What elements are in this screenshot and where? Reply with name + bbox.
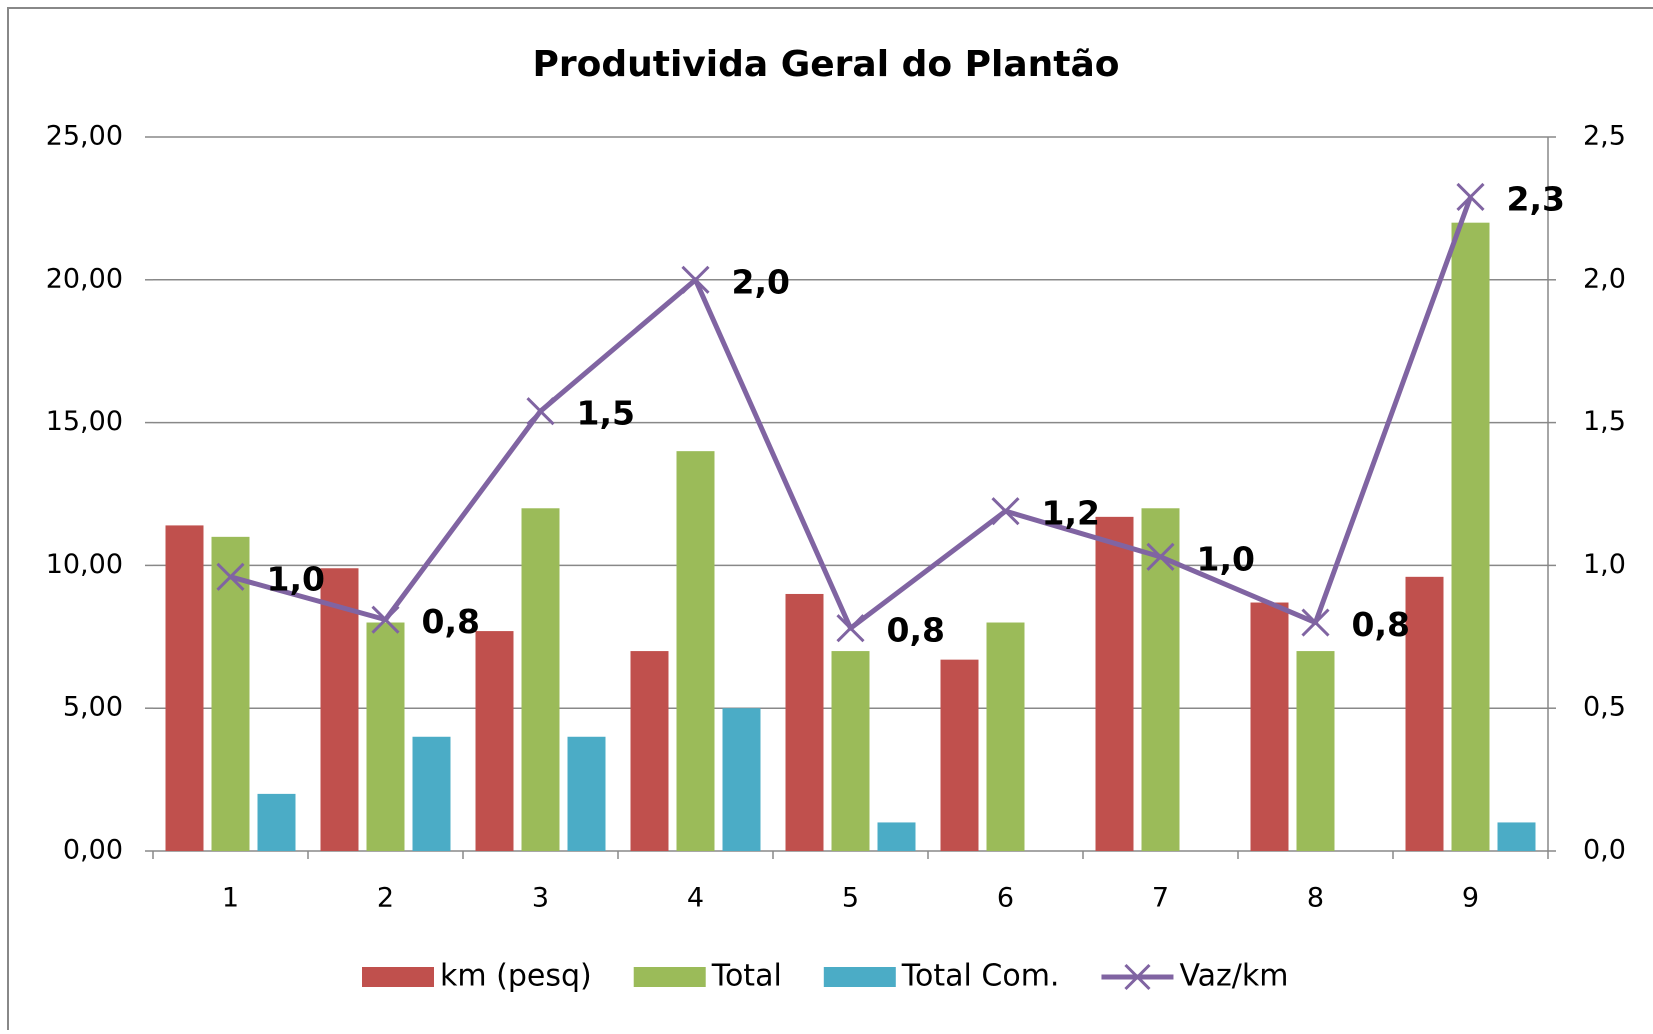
- legend-marker: [1124, 963, 1151, 991]
- legend-label: km (pesq): [440, 959, 592, 994]
- bar: [475, 631, 514, 851]
- bar: [1095, 516, 1134, 851]
- y2-tick-label: 1,5: [1583, 406, 1626, 437]
- y2-tick-label: 0,0: [1583, 835, 1626, 866]
- bar: [165, 525, 204, 851]
- y-tick-label: 15,00: [46, 406, 123, 437]
- bar: [1296, 651, 1335, 851]
- data-label: 2,0: [732, 262, 790, 301]
- bar: [831, 651, 870, 851]
- bar: [521, 508, 560, 851]
- bar: [722, 708, 761, 851]
- x-tick-label: 3: [532, 883, 549, 914]
- bar: [1405, 576, 1444, 851]
- marker: [836, 614, 865, 643]
- bar: [940, 659, 979, 851]
- data-label: 1,2: [1042, 494, 1100, 533]
- data-label: 1,0: [267, 559, 325, 598]
- data-label: 0,8: [1352, 605, 1410, 644]
- marker: [1301, 608, 1330, 637]
- legend-swatch: [362, 967, 434, 987]
- chart-border: [7, 7, 1653, 1034]
- data-label: 1,0: [1197, 539, 1255, 578]
- legend-label: Total: [711, 959, 782, 994]
- y2-tick-label: 2,0: [1583, 263, 1626, 294]
- x-tick-label: 2: [377, 883, 394, 914]
- data-label: 1,5: [577, 394, 635, 433]
- marker: [991, 497, 1020, 526]
- data-label: 0,8: [887, 611, 945, 650]
- x-tick-label: 9: [1462, 883, 1479, 914]
- marker: [371, 605, 400, 634]
- legend-swatch: [823, 967, 896, 987]
- x-tick-label: 5: [842, 883, 859, 914]
- x-tick-label: 4: [687, 883, 704, 914]
- x-tick-label: 1: [222, 883, 239, 914]
- bar: [630, 651, 669, 851]
- bar: [676, 451, 715, 851]
- y-tick-label: 20,00: [46, 263, 123, 294]
- marker: [526, 397, 555, 426]
- bar: [877, 822, 916, 851]
- data-label: 0,8: [422, 602, 480, 641]
- bar: [257, 793, 296, 851]
- y2-tick-label: 1,0: [1583, 549, 1626, 580]
- bar: [1497, 822, 1536, 851]
- marker: [681, 265, 710, 294]
- y-tick-label: 5,00: [63, 692, 123, 723]
- y-tick-label: 0,00: [63, 835, 123, 866]
- x-tick-label: 7: [1152, 883, 1169, 914]
- marker: [1456, 182, 1485, 212]
- x-tick-label: 6: [997, 883, 1014, 914]
- bar: [1250, 602, 1289, 851]
- legend-swatch: [633, 967, 706, 987]
- bar: [412, 736, 451, 851]
- bar: [1141, 508, 1180, 851]
- bar: [211, 536, 250, 851]
- data-label: 2,3: [1507, 179, 1565, 218]
- chart-title: Produtivida Geral do Plantão: [532, 44, 1119, 85]
- y2-tick-label: 2,5: [1583, 121, 1626, 152]
- y-tick-label: 10,00: [46, 549, 123, 580]
- bar: [1451, 222, 1490, 851]
- marker: [216, 562, 245, 591]
- y-tick-label: 25,00: [46, 121, 123, 152]
- legend-label: Vaz/km: [1179, 959, 1288, 994]
- line: [229, 196, 1473, 631]
- bar: [785, 593, 824, 851]
- marker: [1146, 542, 1175, 571]
- bar: [986, 622, 1025, 851]
- legend-label: Total Com.: [901, 959, 1060, 994]
- bar: [567, 736, 606, 851]
- x-tick-label: 8: [1307, 883, 1324, 914]
- y2-tick-label: 0,5: [1583, 692, 1626, 723]
- bar: [320, 568, 359, 851]
- bar: [366, 622, 405, 851]
